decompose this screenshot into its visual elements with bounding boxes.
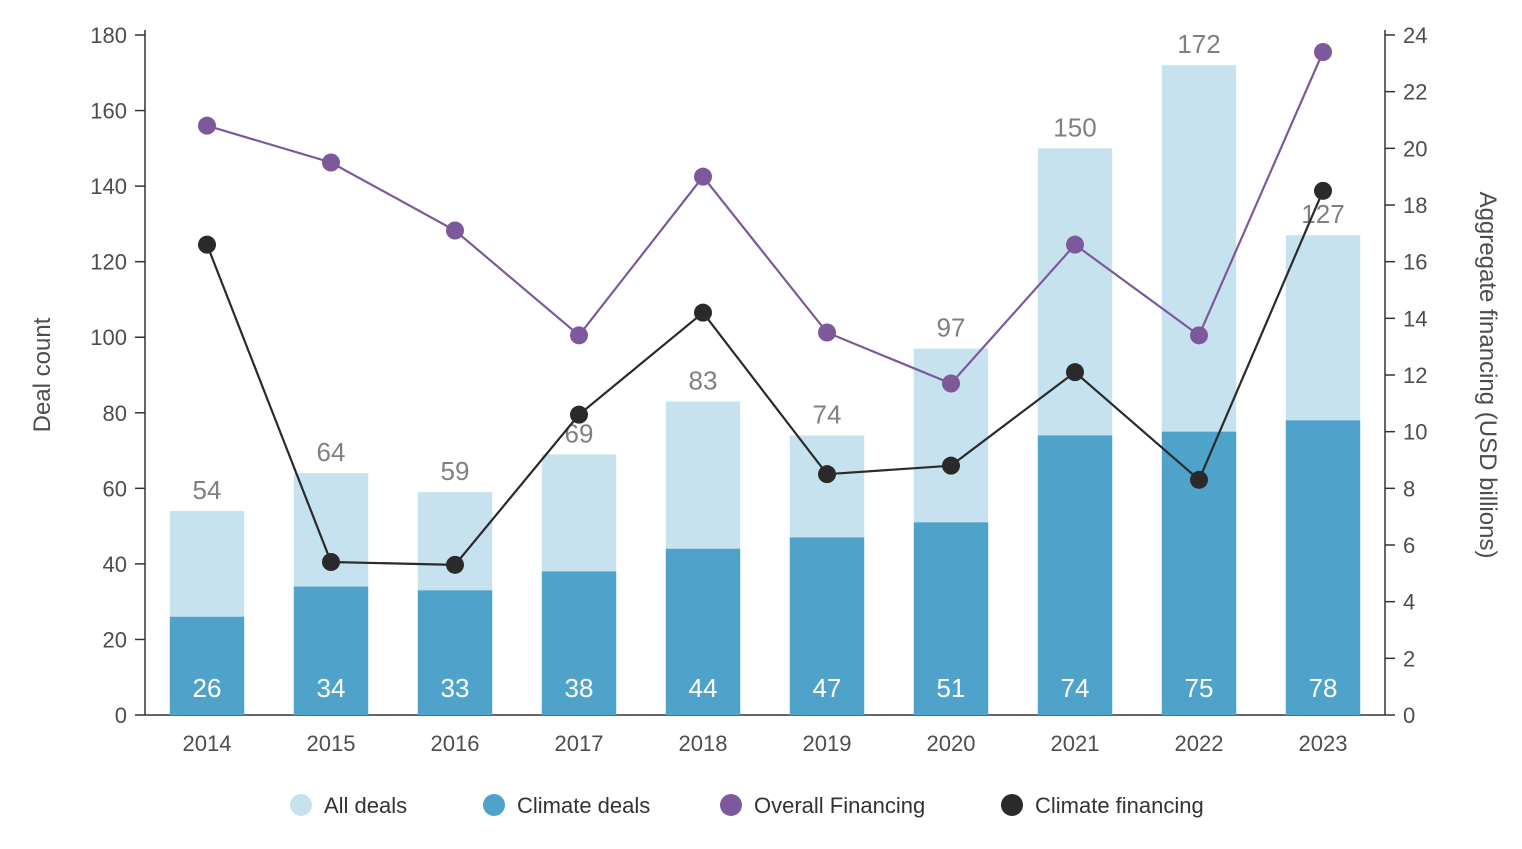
bar-climate-label: 34	[317, 673, 346, 703]
bar-climate-label: 51	[937, 673, 966, 703]
line-overall-financing-marker	[694, 168, 712, 186]
legend-label: Overall Financing	[754, 793, 925, 818]
bar-climate-label: 33	[441, 673, 470, 703]
x-tick-label: 2016	[431, 731, 480, 756]
x-tick-label: 2014	[183, 731, 232, 756]
y-left-tick-label: 40	[103, 552, 127, 577]
y-left-tick-label: 180	[90, 23, 127, 48]
bar-climate-label: 47	[813, 673, 842, 703]
y-left-title: Deal count	[29, 317, 56, 432]
bar-climate-label: 75	[1185, 673, 1214, 703]
bar-all-label: 83	[689, 365, 718, 395]
bar-all-label: 97	[937, 313, 966, 343]
bars-group: 5426643459336938834474479751150741727512…	[170, 29, 1360, 715]
line-climate-financing-marker	[818, 465, 836, 483]
line-climate-financing-marker	[1314, 182, 1332, 200]
x-tick-label: 2022	[1175, 731, 1224, 756]
y-left-tick-label: 140	[90, 174, 127, 199]
y-right-tick-label: 10	[1403, 420, 1427, 445]
bar-all-label: 74	[813, 399, 842, 429]
y-left-tick-label: 60	[103, 476, 127, 501]
x-axis: 2014 2015 2016 2017 2018 2019 2020 2021 2022 2023	[145, 715, 1385, 756]
x-tick-label: 2019	[803, 731, 852, 756]
bar-climate-label: 74	[1061, 673, 1090, 703]
y-right-tick-label: 16	[1403, 250, 1427, 275]
y-left-tick-label: 160	[90, 99, 127, 124]
y-right-tick-label: 24	[1403, 23, 1427, 48]
y-right-tick-label: 18	[1403, 193, 1427, 218]
bar-climate-label: 78	[1309, 673, 1338, 703]
y-right-tick-label: 0	[1403, 703, 1415, 728]
y-left-tick-label: 0	[115, 703, 127, 728]
bar-all-label: 150	[1053, 112, 1096, 142]
line-climate-financing-marker	[1190, 471, 1208, 489]
legend-swatch	[290, 794, 312, 816]
y-right-tick-label: 22	[1403, 80, 1427, 105]
line-overall-financing-marker	[446, 222, 464, 240]
line-overall-financing-marker	[942, 375, 960, 393]
y-right-title: Aggregate financing (USD billions)	[1474, 192, 1501, 559]
bar-all-label: 64	[317, 437, 346, 467]
x-tick-label: 2017	[555, 731, 604, 756]
line-overall-financing-path	[207, 52, 1323, 384]
bar-all-label: 54	[193, 475, 222, 505]
y-left-axis: 0 20 40 60 80 100 120 140 160 180 Deal count	[29, 23, 145, 728]
bar-all-label: 59	[441, 456, 470, 486]
bar-all-label: 172	[1177, 29, 1220, 59]
y-left-tick-label: 20	[103, 627, 127, 652]
y-left-tick-label: 120	[90, 250, 127, 275]
line-overall-financing-marker	[1314, 43, 1332, 61]
x-tick-label: 2023	[1299, 731, 1348, 756]
line-overall-financing-marker	[818, 324, 836, 342]
legend-swatch	[720, 794, 742, 816]
x-tick-label: 2015	[307, 731, 356, 756]
bar-climate-label: 44	[689, 673, 718, 703]
line-overall-financing-marker	[1190, 326, 1208, 344]
y-right-tick-label: 20	[1403, 136, 1427, 161]
bar-climate-label: 26	[193, 673, 222, 703]
y-left-tick-label: 100	[90, 325, 127, 350]
y-right-axis: 024681012141618202224Aggregate financing…	[1385, 23, 1501, 728]
legend-label: Climate financing	[1035, 793, 1204, 818]
line-climate-financing-marker	[942, 457, 960, 475]
y-right-tick-label: 6	[1403, 533, 1415, 558]
y-right-tick-label: 4	[1403, 590, 1415, 615]
line-climate-financing-path	[207, 191, 1323, 565]
line-climate-financing-marker	[694, 304, 712, 322]
legend-label: Climate deals	[517, 793, 650, 818]
y-left-tick-label: 80	[103, 401, 127, 426]
y-right-tick-label: 14	[1403, 306, 1427, 331]
line-overall-financing-marker	[1066, 236, 1084, 254]
legend-swatch	[483, 794, 505, 816]
x-tick-label: 2021	[1051, 731, 1100, 756]
bar-climate-label: 38	[565, 673, 594, 703]
chart-container: 020406080100120140160180Deal count024681…	[0, 0, 1522, 849]
y-right-tick-label: 2	[1403, 646, 1415, 671]
chart-svg: 020406080100120140160180Deal count024681…	[0, 0, 1522, 849]
legend: All deals Climate deals Overall Financing C…	[290, 793, 1204, 818]
line-overall-financing-marker	[198, 117, 216, 135]
x-tick-label: 2018	[679, 731, 728, 756]
bar-climate-deals	[1286, 420, 1360, 715]
y-right-tick-label: 8	[1403, 476, 1415, 501]
line-overall-financing-marker	[322, 154, 340, 172]
line-climate-financing-marker	[322, 553, 340, 571]
line-climate-financing-marker	[198, 236, 216, 254]
y-right-tick-label: 12	[1403, 363, 1427, 388]
line-climate-financing-marker	[446, 556, 464, 574]
line-climate-financing-marker	[570, 406, 588, 424]
x-tick-label: 2020	[927, 731, 976, 756]
legend-swatch	[1001, 794, 1023, 816]
line-climate-financing-marker	[1066, 363, 1084, 381]
line-overall-financing-marker	[570, 326, 588, 344]
legend-label: All deals	[324, 793, 407, 818]
